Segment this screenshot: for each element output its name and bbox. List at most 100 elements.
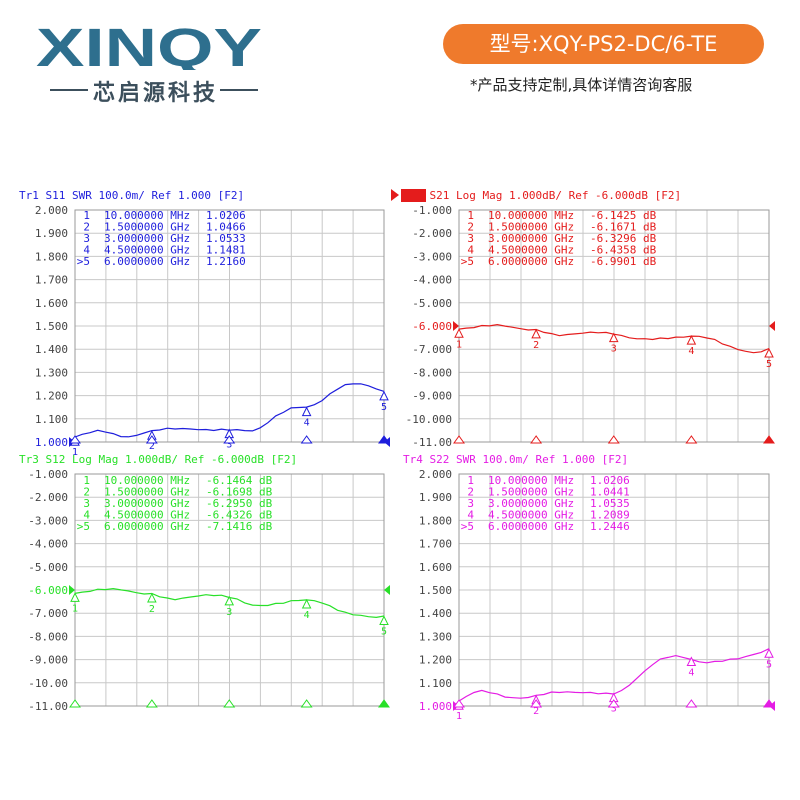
y-tick-label: -5.000 (28, 561, 68, 574)
stimulus-marker (300, 435, 313, 444)
marker-value: -6.1464 dB (206, 474, 273, 487)
stimulus-marker (145, 435, 158, 444)
marker-value: 1.0533 (206, 232, 246, 245)
marker-id: 2 (467, 486, 474, 499)
y-tick-label: -8.000 (28, 630, 68, 643)
marker-id: 1 (467, 209, 474, 222)
marker-number: 3 (611, 344, 617, 355)
marker-triangle (301, 598, 312, 609)
marker-id: 3 (83, 232, 90, 245)
marker-frequency: 6.0000000 GHz (488, 255, 574, 268)
logo-divider-left (50, 89, 88, 91)
marker-frequency: 1.5000000 GHz (104, 486, 190, 499)
marker-table: 1 10.000000 MHz -6.1425 dB 2 1.5000000 GHz -6… (461, 209, 657, 268)
marker-number: 5 (766, 659, 772, 670)
marker-id: 1 (467, 474, 474, 487)
marker-id: 3 (83, 497, 90, 510)
marker-frequency: 4.5000000 GHz (488, 244, 574, 257)
reference-pointer-right (384, 585, 390, 595)
marker-frequency: 10.000000 MHz (104, 209, 190, 222)
marker-frequency: 10.000000 MHz (104, 474, 190, 487)
marker-frequency: 10.000000 MHz (488, 209, 574, 222)
y-tick-label: -11.00 (28, 700, 68, 713)
model-label: 型号:XQY-PS2-DC/6-TE (443, 24, 764, 64)
marker-number: 5 (766, 359, 772, 370)
marker-frequency: 3.0000000 GHz (488, 232, 574, 245)
marker-frequency: 6.0000000 GHz (104, 520, 190, 533)
y-tick-label: 1.900 (35, 227, 68, 240)
stimulus-marker (145, 699, 158, 708)
stimulus-marker (223, 435, 236, 444)
marker-id: >5 (461, 255, 474, 268)
marker-id: 4 (467, 244, 474, 257)
y-tick-label: 1.400 (35, 343, 68, 356)
trace-title: Tr2 S21 Log Mag 1.000dB/ Ref -6.000dB [F… (403, 189, 681, 202)
y-tick-label: -9.000 (412, 390, 452, 403)
marker-frequency: 1.5000000 GHz (488, 221, 574, 234)
marker-triangle (301, 406, 312, 417)
active-trace-arrow (391, 189, 399, 201)
marker-triangle (764, 648, 774, 658)
y-tick-label: 1.100 (419, 677, 452, 690)
y-tick-label: 1.400 (419, 607, 452, 620)
marker-value: 1.0441 (590, 486, 630, 499)
marker-id: 4 (467, 509, 474, 522)
stimulus-marker (453, 435, 465, 444)
marker-triangle (379, 390, 389, 401)
customization-note: *产品支持定制,具体详情咨询客服 (470, 76, 693, 94)
marker-id: >5 (77, 255, 90, 268)
marker-frequency: 4.5000000 GHz (104, 509, 190, 522)
marker-value: 1.0206 (590, 474, 630, 487)
marker-number: 1 (72, 447, 78, 458)
marker-value: 1.1481 (206, 244, 246, 257)
y-tick-label: -3.000 (28, 514, 68, 527)
y-tick-label: -7.000 (28, 607, 68, 620)
logo-subtitle: 芯启源科技 (93, 81, 219, 106)
marker-number: 1 (456, 339, 462, 350)
marker-id: 2 (83, 486, 90, 499)
y-tick-label: -8.000 (412, 366, 452, 379)
y-tick-label: 1.900 (419, 491, 452, 504)
marker-triangle (70, 592, 80, 602)
marker-frequency: 1.5000000 GHz (104, 221, 190, 234)
y-tick-label: 1.200 (419, 654, 452, 667)
marker-value: -7.1416 dB (206, 520, 273, 533)
marker-frequency: 6.0000000 GHz (488, 520, 574, 533)
y-tick-label: -5.000 (412, 297, 452, 310)
marker-id: 2 (83, 221, 90, 234)
marker-id: 1 (83, 209, 90, 222)
stimulus-marker (763, 435, 775, 444)
marker-number: 2 (149, 604, 155, 615)
marker-number: 2 (533, 706, 539, 717)
marker-id: 2 (467, 221, 474, 234)
stimulus-marker (530, 699, 543, 708)
y-tick-label: 1.600 (419, 561, 452, 574)
y-tick-label: -9.000 (28, 654, 68, 667)
marker-id: 3 (467, 232, 474, 245)
y-tick-label: -6.000 (412, 320, 452, 333)
y-tick-label: -10.00 (28, 677, 68, 690)
stimulus-marker (685, 435, 698, 444)
marker-frequency: 1.5000000 GHz (488, 486, 574, 499)
marker-value: -6.1425 dB (590, 209, 657, 222)
marker-number: 4 (304, 610, 310, 621)
y-tick-label: 1.800 (419, 514, 452, 527)
marker-number: 2 (533, 340, 539, 351)
marker-id: >5 (77, 520, 90, 533)
y-tick-label: 1.300 (35, 366, 68, 379)
marker-frequency: 3.0000000 GHz (488, 497, 574, 510)
marker-value: 1.0535 (590, 497, 630, 510)
marker-value: -6.4326 dB (206, 509, 273, 522)
logo-wordmark: XINQY (36, 24, 262, 70)
marker-triangle (531, 328, 541, 339)
marker-number: 1 (456, 711, 462, 722)
stimulus-marker (378, 699, 390, 708)
marker-triangle (686, 656, 697, 667)
marker-frequency: 4.5000000 GHz (488, 509, 574, 522)
y-tick-label: -3.000 (412, 250, 452, 263)
reference-pointer-left (69, 585, 75, 595)
marker-triangle (379, 615, 389, 625)
y-tick-label: -1.000 (28, 468, 68, 481)
y-tick-label: -4.000 (412, 274, 452, 287)
